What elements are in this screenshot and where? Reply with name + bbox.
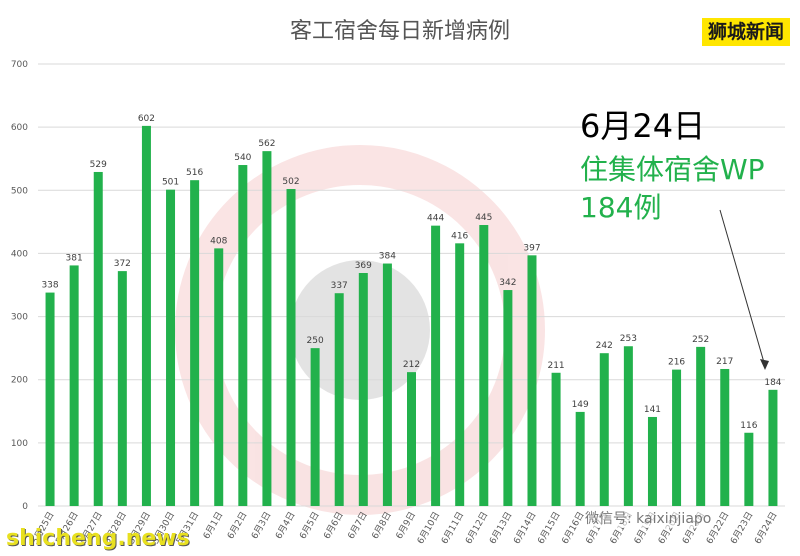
bar	[286, 189, 296, 506]
data-labels: 338 381 529 372 602 501 516 408 540 562 502 250 337 3…	[41, 114, 781, 431]
data-label: 602	[138, 114, 155, 124]
bar	[720, 368, 730, 506]
y-axis-ticks: 0 100 200 300 400 500 600 700	[11, 60, 28, 512]
annotation-arrow	[719, 209, 769, 370]
data-label: 337	[331, 281, 348, 291]
bar	[575, 411, 585, 506]
bar	[623, 346, 633, 506]
data-label: 141	[644, 405, 661, 415]
x-tick-label: 6月3日	[249, 510, 273, 541]
x-tick-label: 6月8日	[370, 510, 394, 541]
data-label: 516	[186, 168, 203, 178]
data-label: 252	[692, 335, 709, 345]
site-watermark: shicheng.news	[6, 526, 190, 551]
data-label: 529	[90, 160, 107, 170]
x-tick-label: 6月1日	[201, 510, 225, 541]
y-tick-label: 200	[11, 376, 28, 386]
bar	[45, 292, 55, 506]
x-tick-label: 6月2日	[225, 510, 249, 541]
bar	[527, 255, 537, 506]
data-label: 242	[596, 341, 613, 351]
bar	[647, 416, 657, 506]
bar	[696, 346, 706, 506]
bar	[382, 263, 392, 506]
data-label: 149	[572, 400, 589, 410]
y-tick-label: 500	[11, 186, 28, 196]
bar	[358, 273, 368, 506]
x-tick-label: 6月9日	[394, 510, 418, 541]
data-label: 184	[764, 378, 781, 388]
data-label: 445	[475, 213, 492, 223]
bar	[190, 180, 200, 506]
data-label: 444	[427, 214, 444, 224]
data-label: 562	[258, 139, 275, 149]
y-tick-label: 300	[11, 313, 28, 323]
x-tick-label: 6月10日	[415, 510, 442, 546]
bar	[599, 353, 609, 506]
bar	[551, 372, 561, 506]
data-label: 253	[620, 334, 637, 344]
y-tick-label: 100	[11, 439, 28, 449]
bar	[455, 243, 465, 506]
bar	[93, 171, 103, 506]
x-tick-label: 6月16日	[560, 510, 587, 546]
data-label: 408	[210, 236, 227, 246]
x-tick-label: 6月13日	[487, 510, 514, 546]
annotation-count: 184例	[580, 191, 662, 224]
data-label: 397	[523, 243, 540, 253]
bar	[214, 248, 224, 506]
data-label: 501	[162, 178, 179, 188]
data-label: 342	[499, 278, 516, 288]
data-label: 216	[668, 358, 685, 368]
y-tick-label: 0	[22, 502, 28, 512]
data-label: 212	[403, 360, 420, 370]
data-label: 540	[234, 153, 251, 163]
annotation-subtitle: 住集体宿舍WP	[580, 153, 765, 186]
x-tick-label: 6月23日	[728, 510, 755, 546]
wechat-watermark: 微信号: kaixinjiapo	[585, 508, 712, 528]
bar	[166, 189, 176, 506]
bar	[334, 293, 344, 506]
data-label: 338	[41, 281, 58, 291]
bar	[262, 151, 272, 506]
data-label: 116	[740, 421, 757, 431]
chart-title: 客工宿舍每日新增病例	[290, 19, 510, 44]
data-label: 250	[307, 336, 324, 346]
bar	[69, 265, 79, 506]
data-label: 381	[66, 253, 83, 263]
data-label: 502	[282, 177, 299, 187]
bar	[431, 225, 441, 506]
bar	[141, 125, 151, 506]
x-tick-label: 6月4日	[273, 510, 297, 541]
data-label: 384	[379, 252, 396, 262]
data-label: 211	[547, 361, 564, 371]
x-tick-label: 6月12日	[463, 510, 490, 546]
bar	[768, 389, 778, 506]
x-tick-label: 6月15日	[536, 510, 563, 546]
bar	[407, 372, 416, 506]
bar	[310, 348, 320, 506]
data-label: 369	[355, 261, 372, 271]
x-tick-label: 6月11日	[439, 510, 466, 546]
y-tick-label: 600	[11, 123, 28, 133]
bar	[479, 225, 489, 506]
bar	[672, 369, 682, 506]
y-tick-label: 700	[11, 60, 28, 70]
y-tick-label: 400	[11, 249, 28, 259]
bar	[503, 290, 513, 506]
bar-series	[45, 125, 778, 506]
x-tick-label: 6月5日	[297, 510, 321, 541]
bar	[238, 165, 248, 506]
x-tick-label: 6月14日	[511, 510, 538, 546]
brand-badge: 狮城新闻	[701, 18, 790, 46]
annotation-date: 6月24日	[580, 107, 706, 145]
data-label: 217	[716, 357, 733, 367]
bar	[744, 432, 754, 506]
x-tick-label: 6月24日	[752, 510, 779, 546]
bar	[117, 271, 127, 506]
x-tick-label: 6月6日	[322, 510, 346, 541]
data-label: 416	[451, 231, 468, 241]
data-label: 372	[114, 259, 131, 269]
